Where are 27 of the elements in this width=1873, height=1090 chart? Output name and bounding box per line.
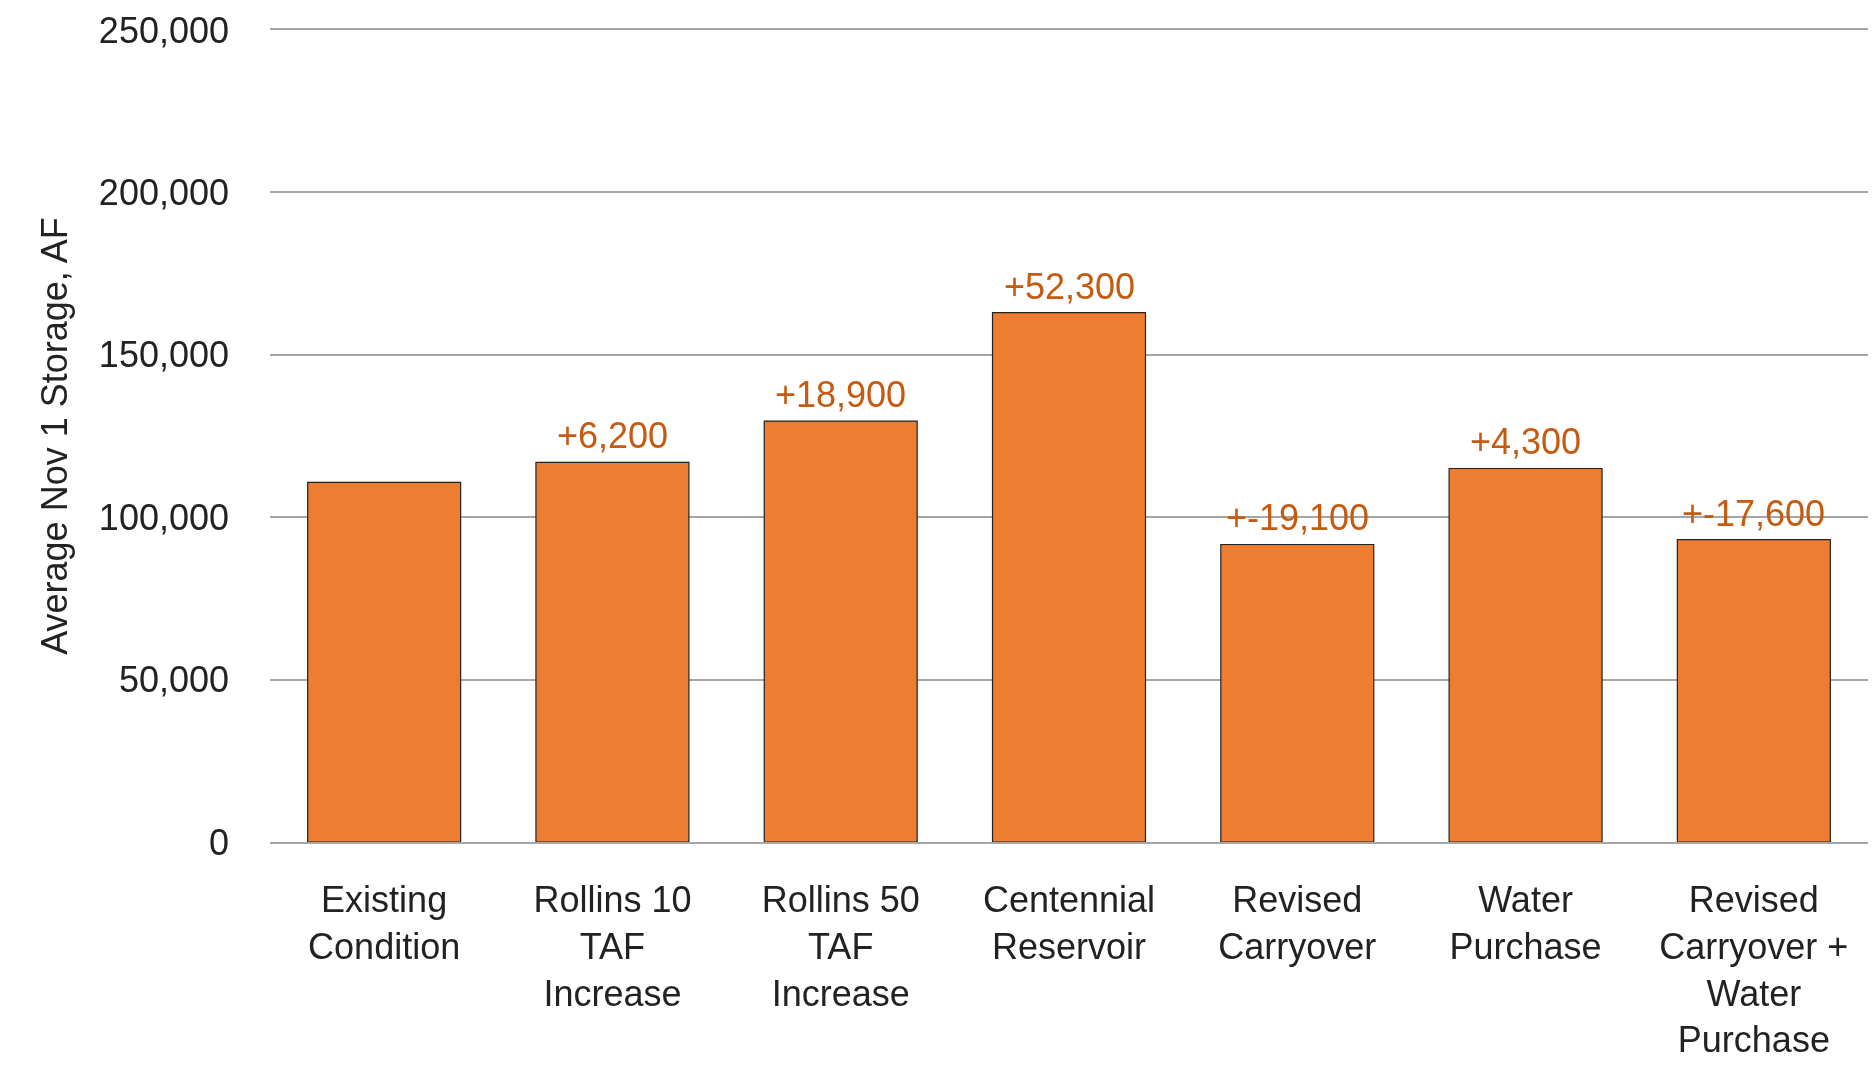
bar [535,461,690,842]
y-axis-title: Average Nov 1 Storage, AF [33,217,75,655]
x-tick-label: Revised Carryover + Water Purchase [1659,878,1849,1061]
annotation: +52,300 [1004,266,1136,307]
bar [991,311,1147,842]
annotation: +-17,600 [1682,493,1826,534]
x-tick-label: Rollins 10 TAF Increase [533,878,692,1014]
x-tick-label: Rollins 50 TAF Increase [761,878,920,1014]
annotation: +-19,100 [1226,497,1370,538]
y-tick-label: 150,000 [98,334,229,376]
bar [1448,467,1603,842]
y-tick-label: 100,000 [98,496,229,538]
annotation: +18,900 [775,374,907,415]
bar [307,481,462,842]
annotation: +4,300 [1470,421,1582,462]
x-tick-label: Existing Condition [308,878,461,967]
bar [763,420,918,842]
x-tick-label: Centennial Reservoir [982,878,1156,967]
y-tick-label: 250,000 [98,9,229,51]
y-tick-label: 200,000 [98,172,229,213]
y-tick-label: 0 [208,821,229,863]
annotation: +6,200 [557,415,669,456]
x-tick-label: Revised Carryover [1218,878,1377,967]
y-tick-label: 50,000 [118,659,229,701]
bar [1676,539,1831,842]
bar [1220,543,1375,842]
x-tick-label: Water Purchase [1449,878,1602,967]
